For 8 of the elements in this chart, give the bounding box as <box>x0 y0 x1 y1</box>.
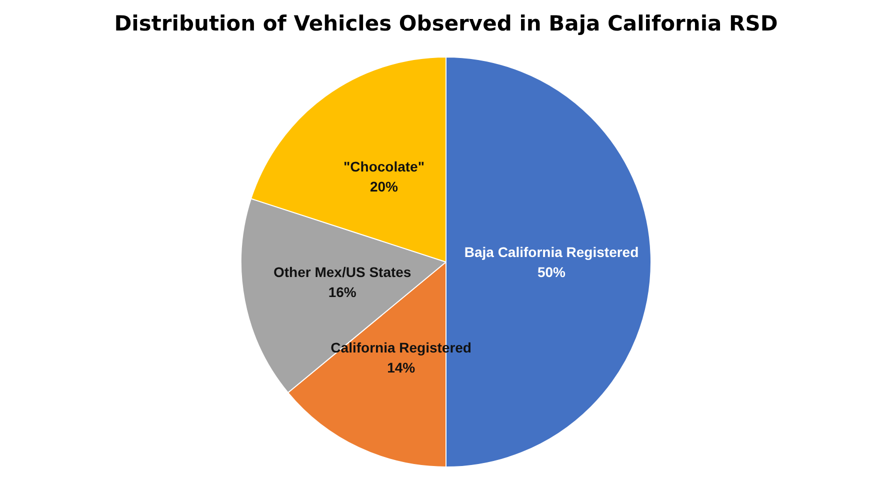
data-label: 14% <box>387 359 416 376</box>
data-label: 16% <box>328 284 357 300</box>
data-label: 20% <box>370 178 399 195</box>
chart-title: Distribution of Vehicles Observed in Baja California RSD <box>114 12 778 36</box>
slice-label: "Chocolate" <box>344 158 424 175</box>
data-label: 50% <box>537 264 566 280</box>
slice-label: Baja California Registered <box>464 244 639 260</box>
slice-label: Other Mex/US States <box>274 264 412 280</box>
